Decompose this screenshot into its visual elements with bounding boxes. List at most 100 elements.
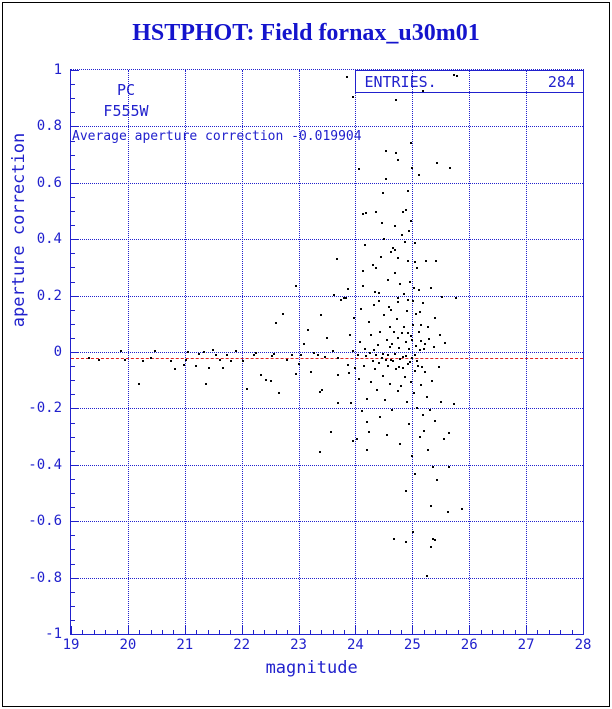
y-minor-tick [71,253,75,255]
y-minor-tick [71,422,75,424]
x-minor-tick [264,630,266,634]
y-axis-title: aperture correction [9,132,29,328]
data-point [230,360,233,363]
data-point [435,259,438,262]
data-point [430,545,433,548]
data-point [98,358,101,361]
data-point [431,465,434,468]
y-tick-label: -0.8 [28,569,62,586]
data-point [379,330,382,333]
data-point [415,406,418,409]
data-point [401,210,404,213]
data-point [408,422,411,425]
data-point [361,270,364,273]
y-minor-tick [71,436,75,438]
data-point [418,436,421,439]
data-point [300,353,303,356]
data-point [385,178,388,181]
data-point [413,241,416,244]
data-point [381,191,384,194]
y-tick-label: 1 [53,62,62,78]
data-point [356,438,359,441]
data-point [336,402,339,405]
plot-area: PC F555W Average aperture correction -0.… [28,62,591,678]
x-minor-tick [389,630,391,634]
data-point [395,367,398,370]
data-point [395,317,398,320]
data-point [335,258,338,261]
y-major-tick [71,352,79,353]
data-point [222,366,225,369]
y-minor-tick [71,309,75,311]
data-point [366,397,369,400]
data-point [363,347,366,350]
data-point [383,238,386,241]
data-point [416,266,419,269]
y-minor-tick [71,281,75,283]
data-point [345,76,348,79]
data-point [356,353,359,356]
data-point [398,283,401,286]
gridline-horizontal [71,295,583,297]
y-minor-tick [71,225,75,227]
x-minor-tick [82,630,84,634]
data-point [254,351,257,354]
gridline-horizontal [71,239,583,241]
y-minor-tick [71,154,75,156]
data-point [378,291,381,294]
data-point [271,355,274,358]
data-point [318,391,321,394]
data-point [413,354,416,357]
data-point [406,259,409,262]
data-point [426,326,429,329]
data-point [417,364,420,367]
entries-label: ENTRIES. [364,72,437,91]
data-point [384,358,387,361]
data-point [405,540,408,543]
y-minor-tick [71,549,75,551]
x-minor-tick [400,630,402,634]
data-point [399,358,402,361]
data-point [367,321,370,324]
data-point [411,357,414,360]
y-minor-tick [71,591,75,593]
y-minor-tick [71,535,75,537]
data-point [423,371,426,374]
data-point [150,356,153,359]
y-minor-tick [71,380,75,382]
data-point [274,321,277,324]
data-point [391,247,394,250]
data-point [418,289,421,292]
data-point [409,219,412,222]
data-point [405,310,408,313]
data-point [432,345,435,348]
gridline-horizontal [71,182,583,184]
data-point [215,354,218,357]
data-point [414,370,417,373]
data-point [434,316,437,319]
data-point [428,408,431,411]
y-minor-tick [71,196,75,198]
data-point [410,454,413,457]
data-point [281,312,284,315]
data-point [420,340,423,343]
data-point [411,166,414,169]
data-point [366,449,369,452]
data-point [385,339,388,342]
data-point [403,240,406,243]
data-point [278,392,281,395]
data-point [303,342,306,345]
y-minor-tick [71,168,75,170]
data-point [390,408,393,411]
data-point [337,356,340,359]
data-point [388,383,391,386]
data-point [357,168,360,171]
data-point [394,151,397,154]
data-point [352,95,355,98]
data-point [413,286,416,289]
data-point [407,230,410,233]
data-point [294,372,297,375]
data-point [389,359,392,362]
y-tick-label: -0.2 [28,400,62,417]
data-point [253,354,256,357]
